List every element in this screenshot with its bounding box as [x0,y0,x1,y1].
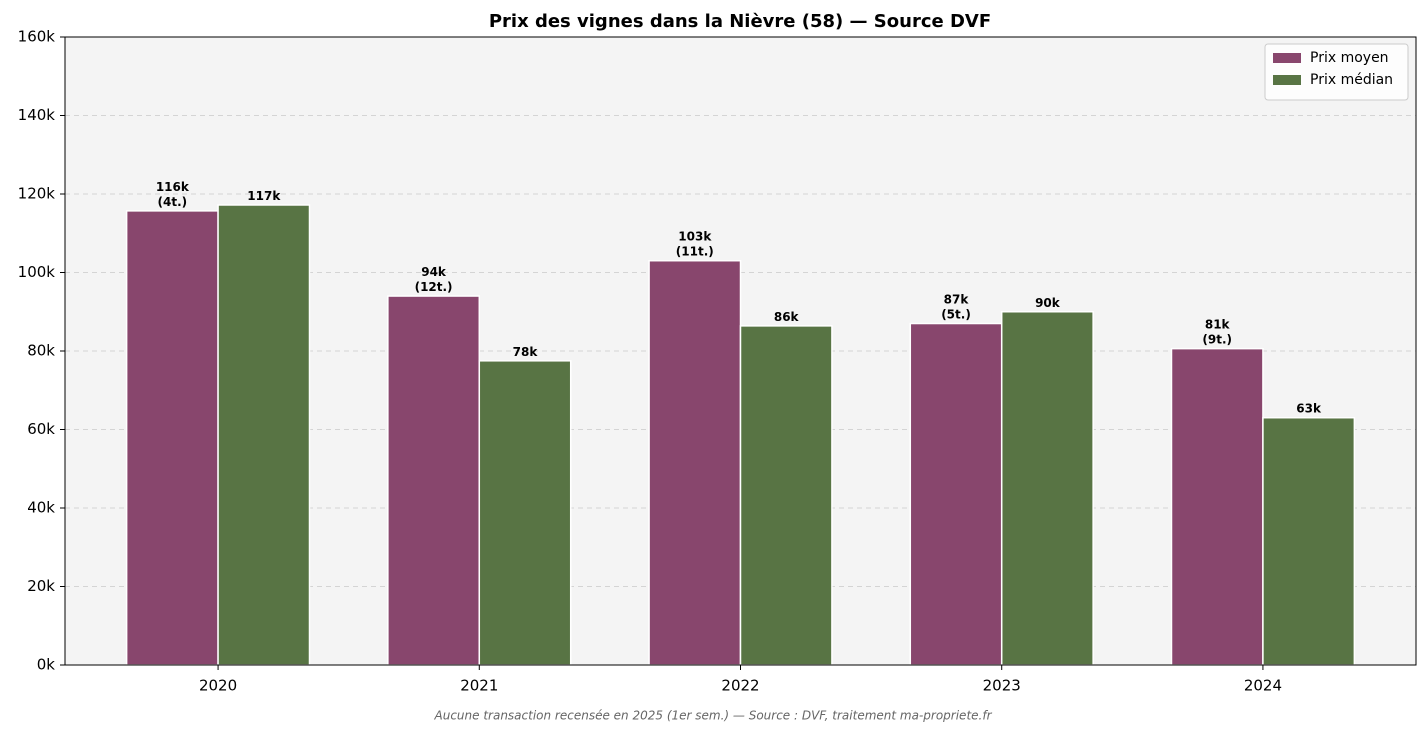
x-tick-label: 2024 [1244,677,1282,695]
value-label: 87k (5t.) [941,293,971,322]
legend-label: Prix médian [1310,72,1393,88]
y-tick-label: 120k [18,185,56,203]
y-tick-label: 100k [18,263,56,281]
y-tick-label: 60k [27,420,55,438]
bar [1262,416,1356,666]
legend-swatch [1273,53,1301,63]
bar [217,204,311,666]
bar [1170,347,1264,666]
value-label: 81k (9t.) [1202,318,1232,347]
y-tick-label: 140k [18,106,56,124]
bar [739,325,833,666]
legend-swatch [1273,75,1301,85]
bar [909,322,1003,666]
bar [1000,311,1094,666]
value-label: 103k (11t.) [676,230,714,259]
value-label: 116k (4t.) [156,180,190,209]
value-label: 90k [1035,296,1061,310]
chart-title: Prix des vignes dans la Nièvre (58) — So… [489,11,991,32]
bar [387,295,481,666]
x-tick-label: 2022 [721,677,759,695]
value-label: 86k [774,310,800,324]
bar [125,210,219,666]
bar [478,360,572,666]
value-label: 63k [1296,402,1322,416]
value-label: 78k [513,345,539,359]
legend-label: Prix moyen [1310,50,1389,66]
x-tick-label: 2020 [199,677,237,695]
y-tick-label: 0k [37,656,56,674]
y-tick-label: 20k [27,577,55,595]
y-tick-label: 160k [18,28,56,46]
value-label: 117k [247,189,281,203]
x-tick-label: 2021 [460,677,498,695]
y-tick-label: 80k [27,342,55,360]
y-tick-label: 40k [27,499,55,517]
footnote: Aucune transaction recensée en 2025 (1er… [434,709,993,723]
bar [648,259,742,666]
value-label: 94k (12t.) [415,265,453,294]
x-tick-label: 2023 [983,677,1021,695]
